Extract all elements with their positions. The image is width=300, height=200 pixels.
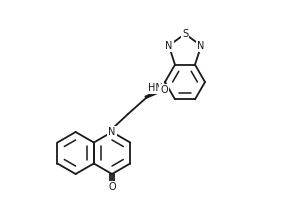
Text: N: N — [197, 41, 205, 51]
Text: HN: HN — [148, 83, 163, 93]
Text: S: S — [182, 29, 188, 39]
Text: N: N — [165, 41, 172, 51]
Text: N: N — [108, 127, 116, 137]
Text: O: O — [160, 85, 168, 95]
Text: N: N — [108, 127, 116, 137]
Text: O: O — [108, 182, 116, 192]
